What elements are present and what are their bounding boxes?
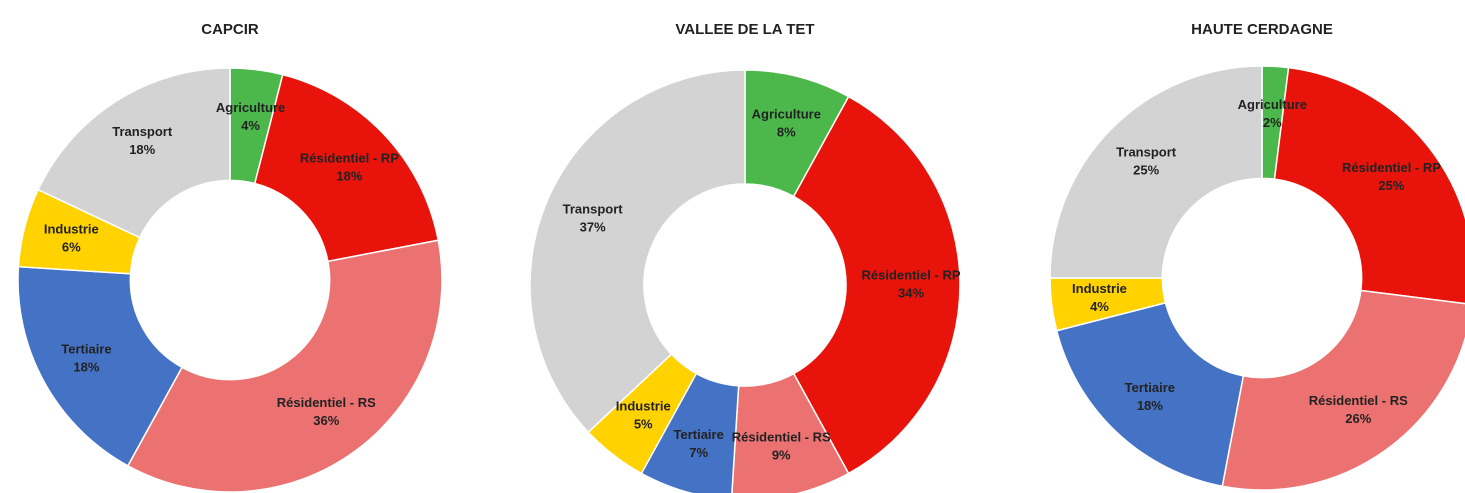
donut-chart: HAUTE CERDAGNE Agriculture 2% Résidentiel -… <box>1049 21 1465 491</box>
segment-value-label: 4% <box>241 118 260 133</box>
segment-label: Transport <box>1116 145 1177 160</box>
segment-label: Agriculture <box>1238 97 1307 112</box>
segment-value-label: 18% <box>73 359 99 374</box>
donut-segment <box>1273 66 1465 305</box>
segment-label: Résidentiel - RS <box>1309 393 1408 408</box>
segment-label: Résidentiel - RS <box>732 429 831 444</box>
segment-label: Résidentiel - RS <box>277 395 376 410</box>
segment-label: Résidentiel - RP <box>1342 160 1441 175</box>
segment-value-label: 18% <box>336 168 362 183</box>
donut-chart: VALLEE DE LA TET Agriculture 8% Résidentiel… <box>529 21 961 493</box>
donut-segment <box>792 95 961 475</box>
segment-label: Tertiaire <box>1125 380 1175 395</box>
segment-value-label: 25% <box>1133 163 1159 178</box>
segment-value-label: 6% <box>62 240 81 255</box>
donut-segment <box>126 239 443 493</box>
donut-segment <box>1055 301 1245 488</box>
chart-title: VALLEE DE LA TET <box>675 21 814 38</box>
donut-segment <box>1221 289 1465 491</box>
chart-title: HAUTE CERDAGNE <box>1191 21 1333 38</box>
segment-label: Industrie <box>616 399 671 414</box>
segment-label: Tertiaire <box>61 341 111 356</box>
donut-segment <box>37 67 231 239</box>
segment-label: Transport <box>563 202 624 217</box>
donut-segment <box>253 73 440 263</box>
segment-value-label: 25% <box>1378 178 1404 193</box>
donut-segment <box>731 372 850 493</box>
segment-value-label: 8% <box>777 125 796 140</box>
segment-value-label: 18% <box>1137 398 1163 413</box>
segment-value-label: 5% <box>634 417 653 432</box>
donut-segment <box>1049 65 1263 279</box>
segment-label: Agriculture <box>752 107 821 122</box>
donut-segment <box>17 265 184 467</box>
segment-label: Résidentiel - RP <box>862 267 961 282</box>
segment-value-label: 2% <box>1263 115 1282 130</box>
segment-label: Tertiaire <box>674 427 724 442</box>
segment-label: Transport <box>112 124 173 139</box>
segment-label: Industrie <box>1072 281 1127 296</box>
segment-value-label: 4% <box>1090 299 1109 314</box>
donut-chart: CAPCIR Agriculture 4% Résidentiel - RP 18% Ré… <box>17 21 443 493</box>
segment-value-label: 37% <box>580 220 606 235</box>
segment-value-label: 26% <box>1345 411 1371 426</box>
segment-value-label: 7% <box>689 445 708 460</box>
segment-label: Résidentiel - RP <box>300 150 399 165</box>
segment-label: Industrie <box>44 222 99 237</box>
segment-value-label: 18% <box>129 142 155 157</box>
donut-segment <box>529 69 746 434</box>
segment-value-label: 9% <box>772 447 791 462</box>
segment-label: Agriculture <box>216 100 285 115</box>
chart-title: CAPCIR <box>201 21 259 38</box>
segment-value-label: 36% <box>313 413 339 428</box>
segment-value-label: 34% <box>898 285 924 300</box>
